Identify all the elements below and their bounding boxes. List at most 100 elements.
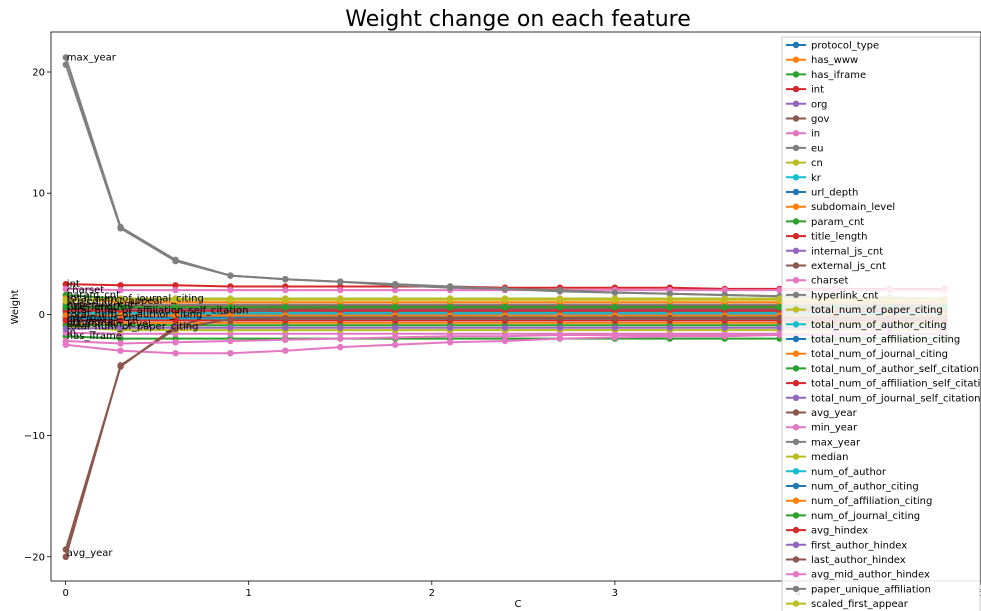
data-point <box>666 324 673 331</box>
data-point <box>62 553 69 560</box>
legend-item: org <box>786 99 827 110</box>
legend-swatch-marker <box>792 585 800 593</box>
data-point <box>556 303 564 311</box>
legend-item: first_author_hindex <box>786 540 907 551</box>
legend-item: total_num_of_author_self_citation <box>786 364 979 375</box>
legend-item: avg_year <box>786 408 858 419</box>
legend-swatch-marker <box>792 262 800 269</box>
data-point <box>172 325 179 333</box>
data-point <box>282 286 289 294</box>
legend-label: has_iframe <box>811 70 866 81</box>
data-point <box>776 330 783 337</box>
legend-item: avg_hindex <box>786 526 868 537</box>
legend-swatch-marker <box>792 335 800 343</box>
legend-label: paper_unique_affiliation <box>811 584 931 595</box>
y-axis-ticks: −20 −10 0 10 20 <box>24 67 51 563</box>
x-tick-label: 2 <box>429 588 435 599</box>
legend-swatch-marker <box>792 291 800 299</box>
annotation-label: int <box>67 279 80 290</box>
data-point <box>501 303 509 311</box>
legend-label: param_cnt <box>811 217 864 228</box>
legend-swatch-marker <box>792 144 800 152</box>
y-tick-label: 10 <box>32 189 45 200</box>
legend-swatch-marker <box>792 424 800 431</box>
legend-label: min_year <box>811 423 858 434</box>
legend-item: internal_js_cnt <box>786 246 883 257</box>
legend-item: num_of_journal_citing <box>786 511 920 522</box>
data-point <box>117 324 124 331</box>
data-point <box>282 347 289 354</box>
data-point <box>62 317 69 324</box>
legend-label: title_length <box>811 232 867 243</box>
data-point <box>337 278 344 285</box>
legend-label: avg_year <box>811 408 858 419</box>
legend-item: scaled_first_appear <box>786 599 909 610</box>
annotation-label: internal_js_cnt <box>67 313 139 324</box>
legend-swatch-marker <box>792 247 800 254</box>
legend-item: paper_unique_affiliation <box>786 584 931 595</box>
data-point <box>556 295 564 302</box>
legend-swatch-marker <box>792 56 800 63</box>
annotation-label: charset <box>67 285 104 296</box>
data-point <box>117 335 124 342</box>
legend-swatch-marker <box>792 203 800 210</box>
legend-swatch-marker <box>792 159 800 166</box>
legend-item: total_num_of_paper_citing <box>786 305 943 316</box>
legend-item: in <box>786 129 820 140</box>
legend-label: first_author_hindex <box>811 540 907 551</box>
data-point <box>62 296 69 303</box>
data-point <box>337 286 344 294</box>
legend-swatch-marker <box>792 526 800 534</box>
data-point <box>666 331 673 339</box>
data-point <box>172 312 179 319</box>
data-point <box>172 282 179 289</box>
x-tick-label: 3 <box>612 588 618 599</box>
legend-label: has_www <box>811 55 858 66</box>
legend-item: max_year <box>786 437 861 448</box>
legend-item: param_cnt <box>786 217 864 228</box>
legend-swatch-marker <box>792 409 800 416</box>
data-point <box>227 337 234 345</box>
legend-label: eu <box>811 143 824 154</box>
data-point <box>501 285 509 293</box>
data-point <box>227 324 234 331</box>
data-point <box>337 295 344 302</box>
legend-label: total_num_of_author_citing <box>811 320 947 331</box>
x-tick-label: 0 <box>62 588 68 599</box>
legend-label: in <box>811 129 820 140</box>
annotation-label: total_num_of_paper_citing <box>67 322 199 333</box>
legend-item: num_of_author_citing <box>786 482 919 493</box>
legend-label: median <box>811 452 849 463</box>
data-point <box>282 303 289 311</box>
data-point <box>172 317 179 324</box>
legend-swatch-marker <box>792 306 800 313</box>
data-point <box>776 324 783 331</box>
data-point <box>282 314 289 322</box>
data-point <box>172 339 179 346</box>
legend-item: avg_mid_author_hindex <box>786 570 930 581</box>
legend-swatch-marker <box>792 468 800 475</box>
data-point <box>117 295 124 302</box>
data-point <box>62 337 69 345</box>
data-point <box>776 295 783 302</box>
data-point <box>721 286 728 294</box>
legend-item: num_of_author <box>786 467 887 478</box>
legend-label: total_num_of_journal_self_citation <box>811 393 980 404</box>
annotation-label: max_year <box>67 53 117 64</box>
legend-swatch-marker <box>792 321 800 328</box>
annotation-label: url_depth <box>67 317 114 328</box>
legend-item: total_num_of_affiliation_citing <box>786 335 960 346</box>
legend-item: gov <box>786 114 829 125</box>
legend-item: total_num_of_journal_citing <box>786 349 948 360</box>
legend-swatch-marker <box>792 541 800 548</box>
legend-label: protocol_type <box>811 41 879 52</box>
annotation-label: hyperlink_cnt <box>67 300 134 311</box>
legend-label: external_js_cnt <box>811 261 886 272</box>
annotation-label: param_cnt <box>67 290 120 301</box>
data-point <box>282 276 289 283</box>
legend-swatch-marker <box>792 232 800 240</box>
data-point <box>776 286 783 294</box>
legend-item: num_of_affiliation_citing <box>786 496 932 507</box>
data-point <box>62 285 69 293</box>
legend-item: total_num_of_author_citing <box>786 320 947 331</box>
